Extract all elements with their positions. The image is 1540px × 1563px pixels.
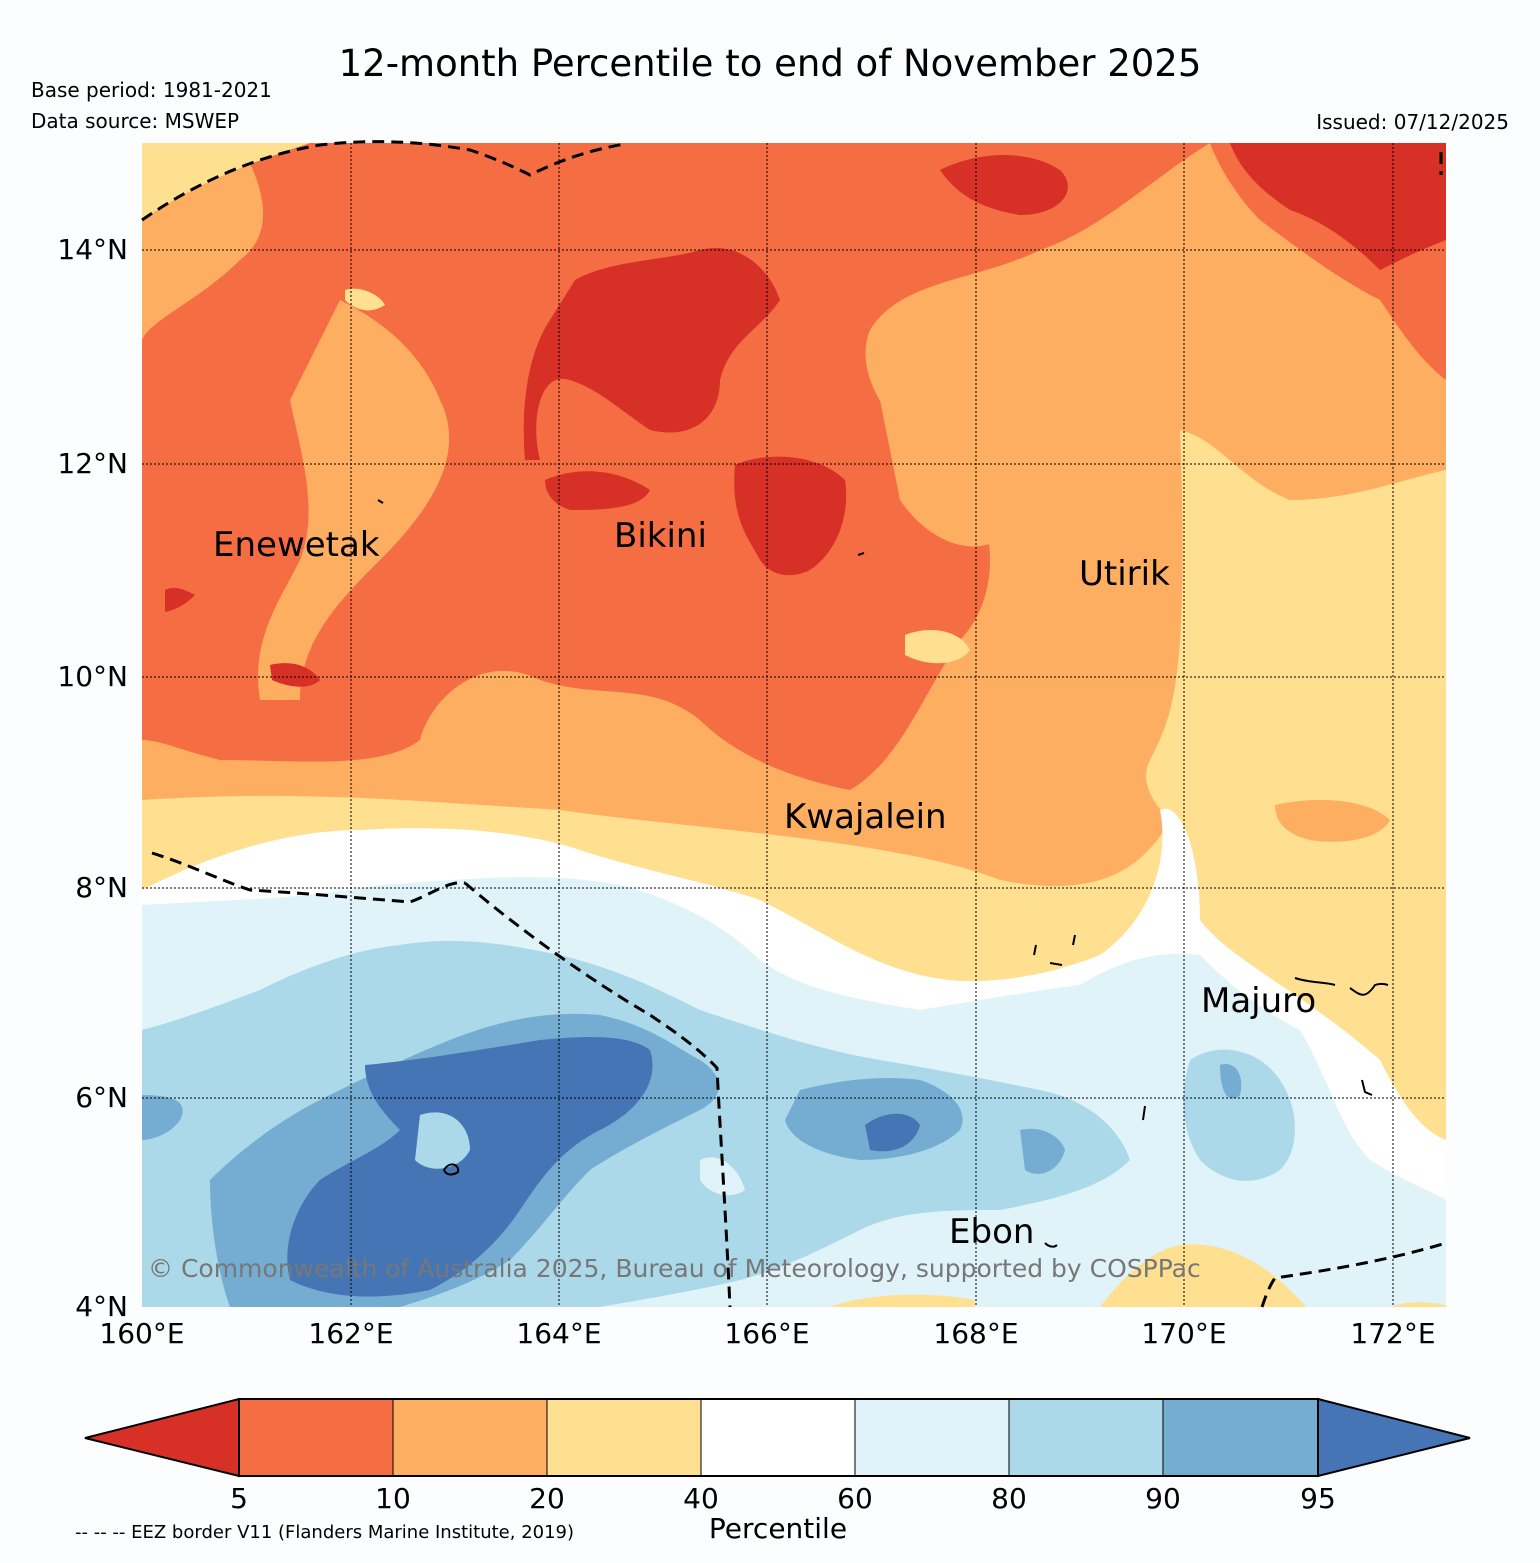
colorbar-segment-5-10 [238,1398,394,1477]
place-label-utirik: Utirik [1079,554,1170,594]
map-title: 12-month Percentile to end of November 2… [338,42,1202,85]
data-source-note: Data source: MSWEP [31,109,240,133]
colorbar-segment-60-80 [854,1398,1010,1477]
colorbar-tick-90: 90 [1145,1482,1181,1515]
colorbar-tick-5: 5 [230,1482,248,1515]
lon-label-168e: 168°E [933,1317,1018,1350]
lat-label-4n: 4°N [75,1290,128,1323]
lon-label-164e: 164°E [516,1317,601,1350]
colorbar-tick-10: 10 [375,1482,411,1515]
lon-label-160e: 160°E [99,1317,184,1350]
percentile-fill [142,143,1446,1307]
base-period-note: Base period: 1981-2021 [31,78,272,102]
copyright-notice: © Commonwealth of Australia 2025, Bureau… [148,1254,1201,1283]
place-label-enewetak: Enewetak [213,525,380,565]
colorbar-segment-80-90 [1008,1398,1164,1477]
colorbar-tick-60: 60 [837,1482,873,1515]
island-outlines [377,499,1389,1248]
colorbar-label: Percentile [708,1512,848,1545]
colorbar-segment-20-40 [546,1398,702,1477]
issued-date: Issued: 07/12/2025 [1316,110,1509,134]
colorbar-tick-20: 20 [529,1482,565,1515]
lon-label-172e: 172°E [1350,1317,1435,1350]
colorbar-frame [238,1398,1319,1477]
lon-label-170e: 170°E [1141,1317,1226,1350]
lat-label-6n: 6°N [75,1081,128,1114]
eez-border [141,140,1447,1308]
colorbar-tick-80: 80 [991,1482,1027,1515]
lon-label-166e: 166°E [724,1317,809,1350]
lat-label-8n: 8°N [75,871,128,904]
place-label-ebon: Ebon [949,1212,1034,1252]
lon-label-162e: 162°E [308,1317,393,1350]
lat-label-14n: 14°N [57,233,128,266]
graticule [142,143,1446,1307]
place-label-majuro: Majuro [1201,981,1316,1021]
place-label-kwajalein: Kwajalein [784,797,947,837]
colorbar-tick-95: 95 [1300,1482,1336,1515]
lat-label-12n: 12°N [57,447,128,480]
colorbar-segment-lt5 [84,1397,240,1478]
colorbar-segment-90-95 [1162,1398,1319,1477]
lat-label-10n: 10°N [57,660,128,693]
eez-border-note: -- -- -- EEZ border V11 (Flanders Marine… [75,1522,575,1543]
colorbar-segment-10-20 [392,1398,548,1477]
place-label-bikini: Bikini [614,516,707,556]
colorbar-segment-40-60 [700,1398,856,1477]
colorbar-segment-gt95 [1317,1397,1471,1478]
colorbar-tick-40: 40 [683,1482,719,1515]
